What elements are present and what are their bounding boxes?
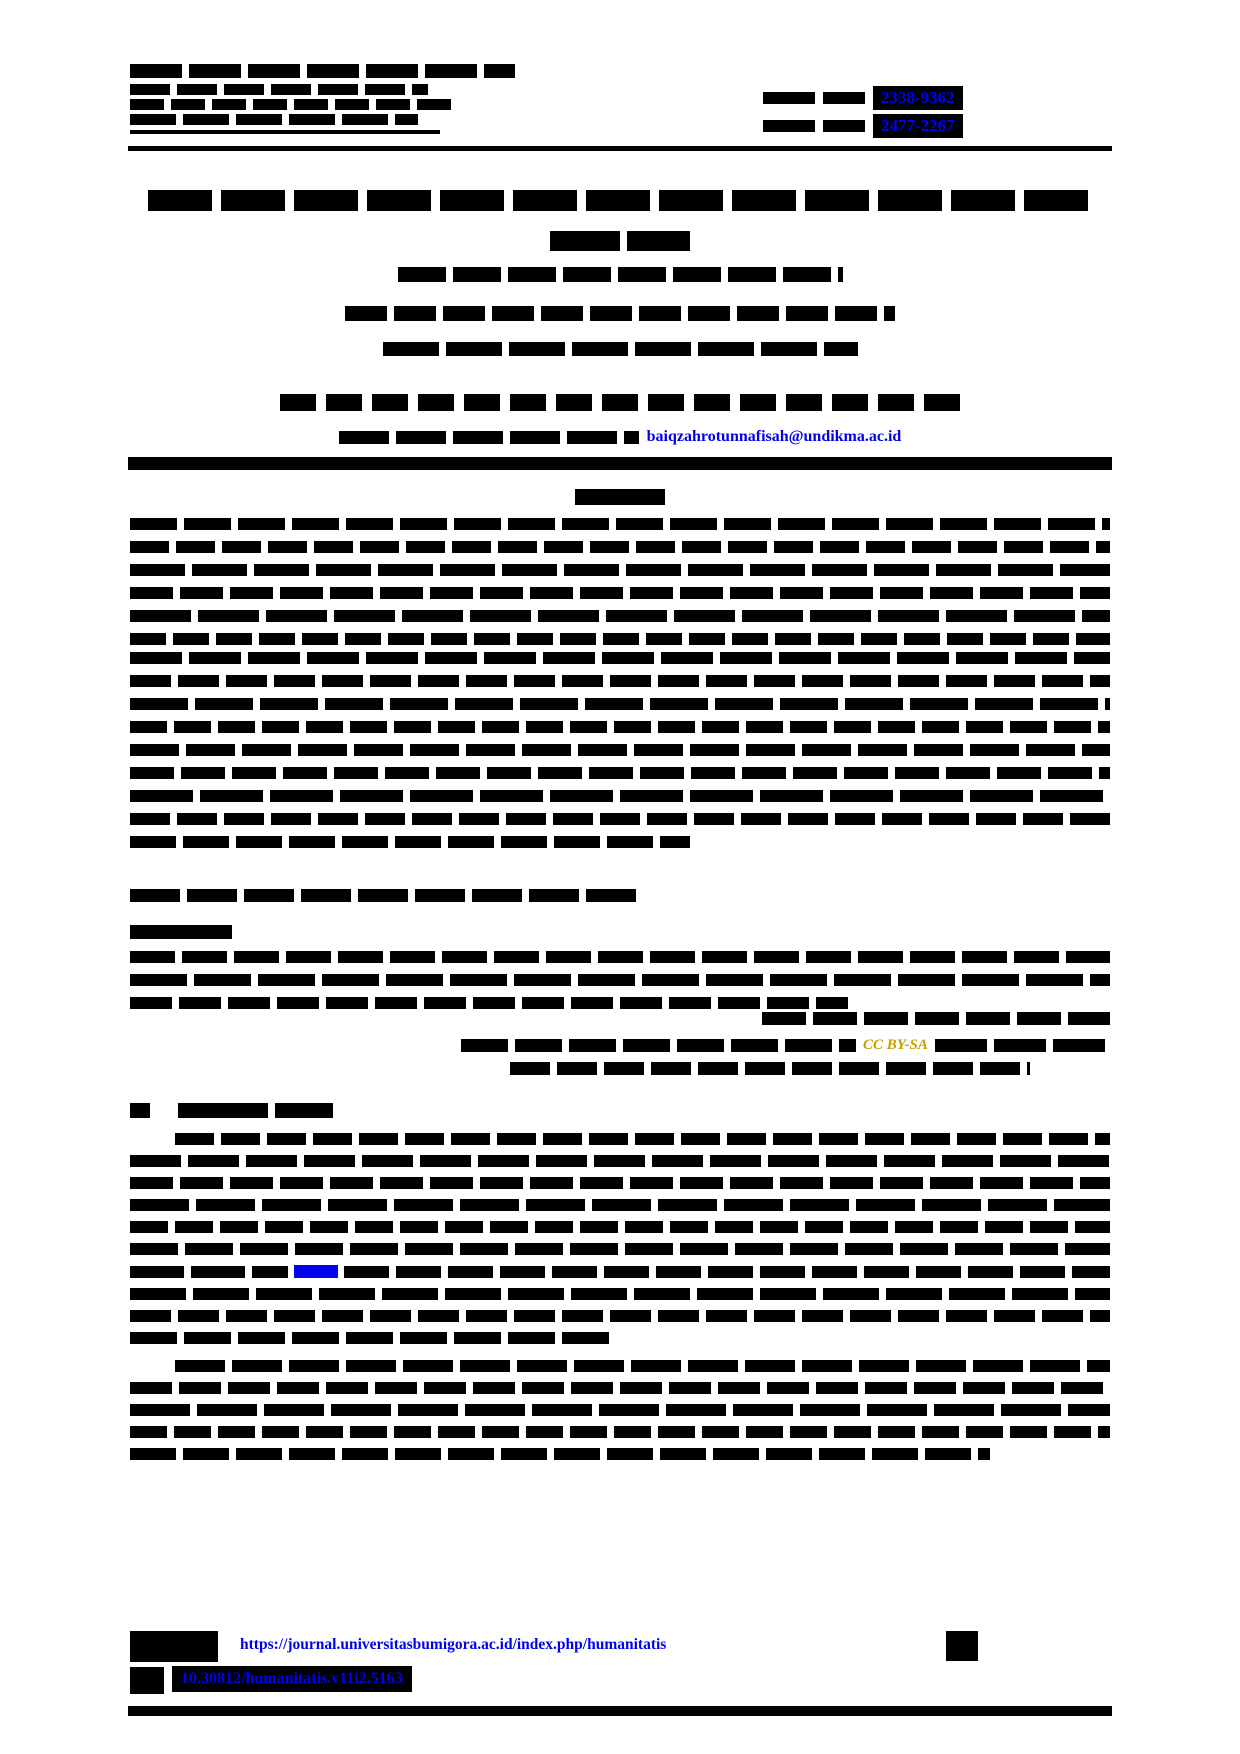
issn-print-value[interactable]: 2338-9362: [873, 86, 963, 110]
subtitle-line-1: [398, 267, 843, 282]
footer-website-label: [130, 1631, 218, 1662]
abstract-paragraph-1: [130, 518, 1110, 656]
masthead-line: [130, 84, 428, 95]
title-separator-bar: [128, 457, 1112, 470]
article-info-line: [130, 951, 1110, 963]
citation-line: [762, 1012, 1110, 1025]
abstract-line: [130, 813, 1110, 825]
intro-line: [130, 1448, 990, 1460]
paragraph-indent: [130, 1133, 175, 1145]
license-line: CC BY-SA: [461, 1036, 1105, 1054]
intro-line: [130, 1155, 1110, 1167]
abstract-line: [130, 610, 1110, 622]
intro-line: [130, 1133, 1110, 1145]
abstract-paragraph-2: [130, 652, 1110, 859]
abstract-line: [130, 587, 1110, 599]
masthead-line: [130, 64, 515, 78]
intro-line: [130, 1426, 1110, 1438]
corresponding-author-line: baiqzahrotunnafisah@undikma.ac.id: [0, 428, 1240, 446]
footer-url-link[interactable]: https://journal.universitasbumigora.ac.i…: [240, 1636, 667, 1653]
issn-online-label-bar: [763, 120, 815, 132]
header-rule: [128, 146, 1112, 151]
masthead-underline: [130, 130, 440, 134]
footer-doi-link[interactable]: 10.30812/humanitatis.v11i2.5163: [172, 1666, 412, 1692]
abstract-line: [130, 541, 1110, 553]
issn-print-row: 2338-9362: [763, 86, 963, 110]
intro-line-with-citation: [130, 1265, 1110, 1278]
corresponding-author-label-bar: [338, 430, 639, 444]
intro-line: [130, 1221, 1110, 1233]
intro-line: [130, 1199, 1110, 1211]
abstract-line: [130, 790, 1110, 802]
abstract-line: [130, 633, 1110, 645]
article-info-line: [130, 997, 848, 1009]
intro-line-bar: [175, 1133, 1110, 1145]
corresponding-email-link[interactable]: baiqzahrotunnafisah@undikma.ac.id: [646, 428, 902, 445]
intro-line-bar: [175, 1360, 1110, 1372]
issn-online-row: 2477-2267: [763, 114, 963, 138]
issn-online-label-bar: [823, 120, 865, 132]
abstract-line: [130, 675, 1110, 687]
journal-masthead-block: [130, 64, 515, 134]
intro-paragraph-1: [130, 1133, 1110, 1354]
article-info-label: [130, 925, 232, 939]
abstract-heading: [575, 489, 665, 505]
license-text-bar: [461, 1038, 856, 1052]
intro-line: [130, 1243, 1110, 1255]
license-text-bar: [934, 1038, 1105, 1052]
masthead-line: [130, 99, 455, 110]
intro-line: [130, 1360, 1110, 1372]
intro-line-bar: [344, 1265, 1110, 1278]
article-info-line: [130, 974, 1110, 986]
footer-rule: [128, 1706, 1112, 1716]
footer-doi-label: [130, 1667, 164, 1694]
authors-line: [280, 394, 960, 411]
abstract-line: [130, 767, 1110, 779]
abstract-line: [130, 518, 1110, 530]
section-heading-bar: [178, 1103, 333, 1118]
intro-line: [130, 1177, 1110, 1189]
intro-line: [130, 1404, 1110, 1416]
abstract-line: [130, 721, 1110, 733]
abstract-line: [130, 564, 1110, 576]
section-number-bar: [130, 1103, 150, 1118]
article-title-line-2: [550, 231, 690, 251]
abstract-line: [130, 652, 1110, 664]
affiliation-line: [383, 342, 858, 356]
issn-print-label-bar: [823, 92, 865, 104]
paragraph-indent: [130, 1360, 175, 1372]
intro-line: [130, 1288, 1110, 1300]
subtitle-line-2: [345, 306, 895, 321]
keywords-line: [130, 889, 642, 902]
license-tail-line: [510, 1062, 1030, 1075]
footer-page-badge: [946, 1631, 978, 1661]
masthead-line: [130, 114, 418, 125]
intro-paragraph-2: [130, 1360, 1110, 1470]
issn-online-value[interactable]: 2477-2267: [873, 114, 963, 138]
article-title-line-1: [148, 190, 1093, 211]
intro-line-bar: [130, 1265, 288, 1278]
article-info-block: [130, 951, 1110, 1020]
intro-line: [130, 1310, 1110, 1322]
cc-by-sa-badge[interactable]: CC BY-SA: [863, 1037, 928, 1053]
intro-line: [130, 1332, 610, 1344]
issn-print-label-bar: [763, 92, 815, 104]
citation-link-chip[interactable]: [294, 1265, 338, 1278]
abstract-line: [130, 744, 1110, 756]
abstract-line: [130, 698, 1110, 710]
abstract-line: [130, 836, 690, 848]
intro-line: [130, 1382, 1110, 1394]
